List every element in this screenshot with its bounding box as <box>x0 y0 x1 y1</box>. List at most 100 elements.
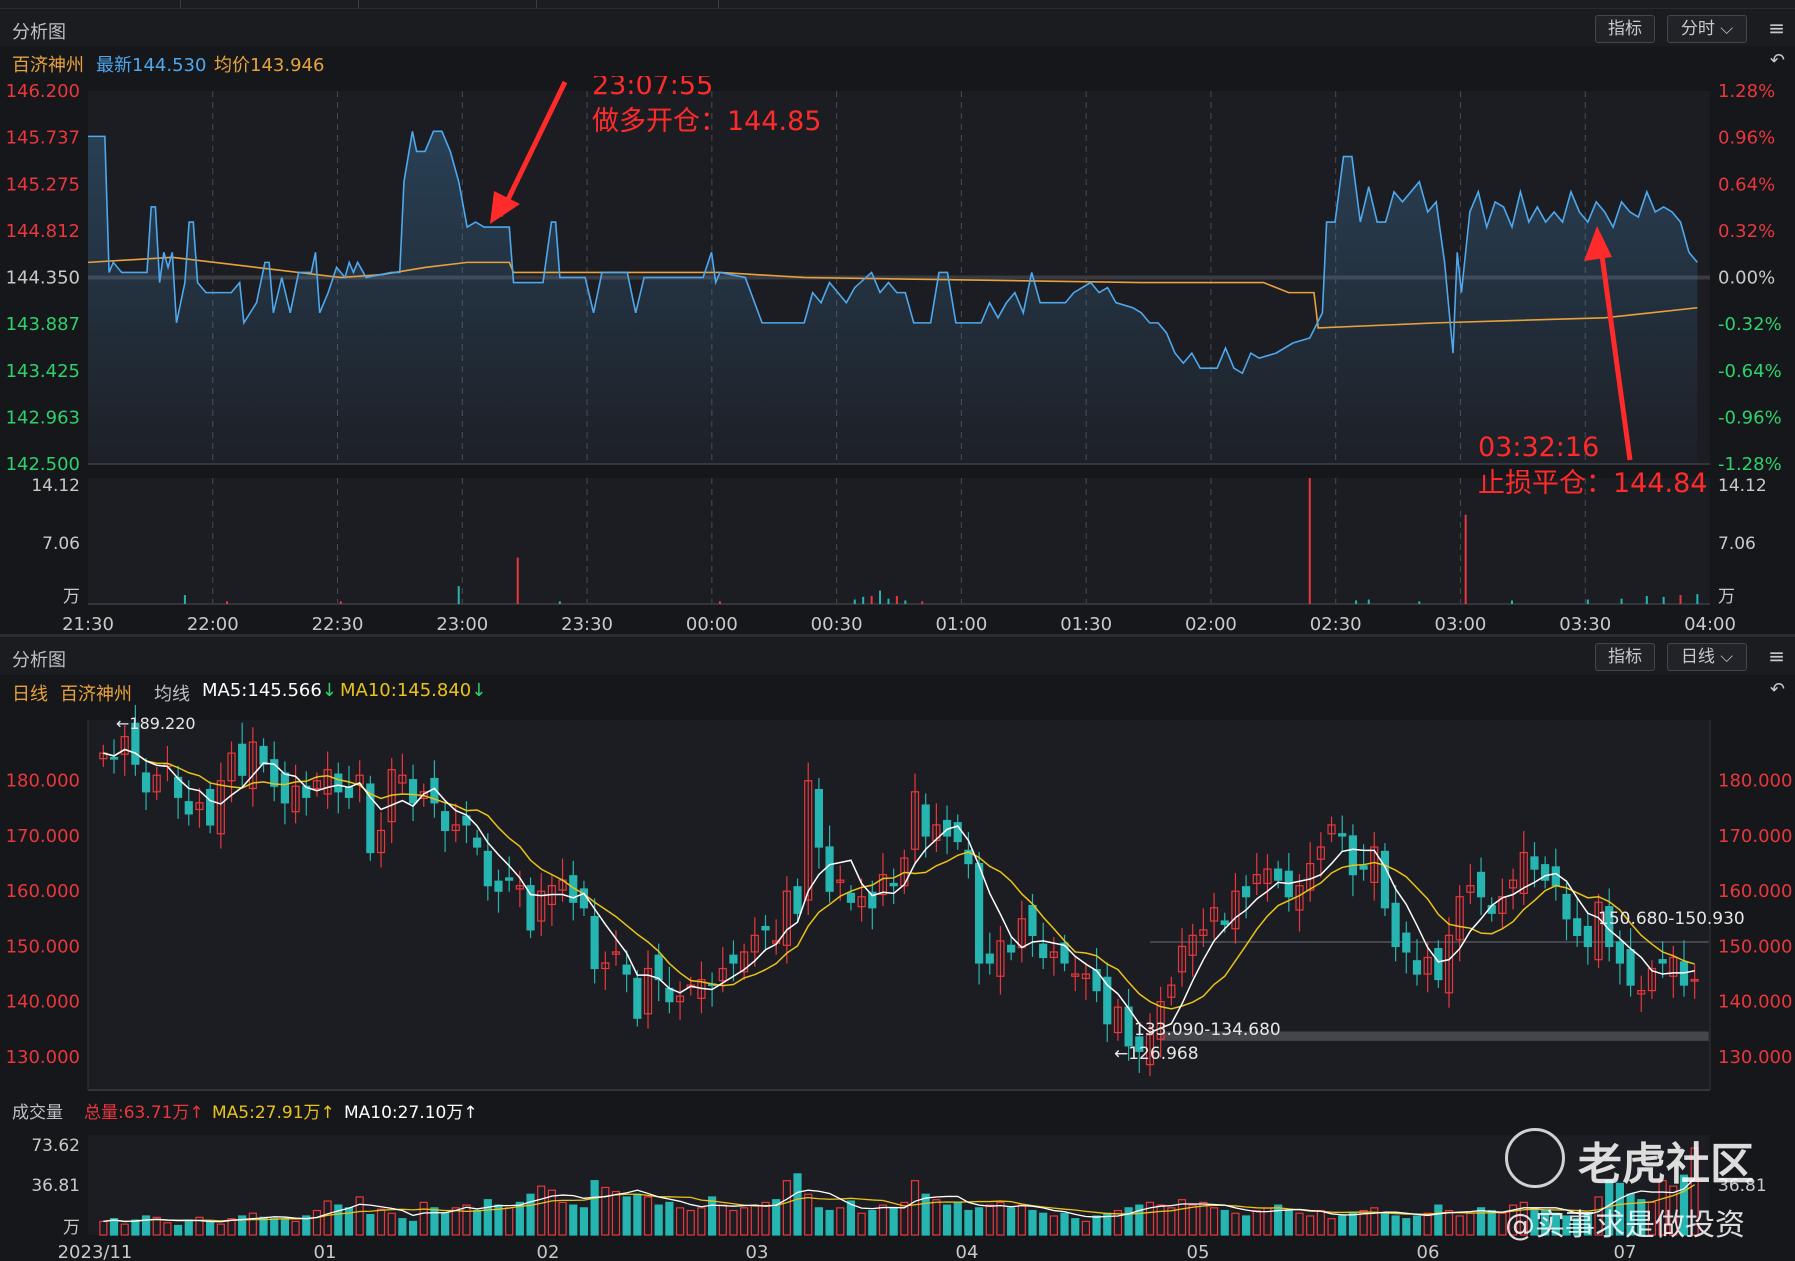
candle-body <box>1209 907 1219 922</box>
volume-bar <box>344 1207 354 1236</box>
volume-bar <box>355 1196 364 1236</box>
candle-body <box>1348 835 1358 876</box>
candle-body <box>750 934 759 953</box>
candle-body <box>1135 1036 1144 1052</box>
candle-body <box>462 815 471 826</box>
y-tick-label-pct: 0.32% <box>1718 221 1775 242</box>
reset-icon[interactable]: ↶ <box>1769 50 1785 71</box>
candle-body <box>953 822 962 843</box>
candle-body <box>1039 943 1048 959</box>
candle-body <box>643 967 653 1015</box>
volume-bar <box>569 1204 578 1236</box>
candle-body <box>932 824 941 841</box>
candle-body <box>996 940 1005 977</box>
volume-bar <box>334 1204 343 1236</box>
candle-body <box>1647 967 1657 992</box>
y-tick-label-pct: 0.00% <box>1718 268 1775 289</box>
x-tick-label: 02 <box>537 1242 560 1261</box>
y-tick-label: 180.000 <box>6 771 80 792</box>
volume-bar <box>1039 1212 1048 1236</box>
volume-bar <box>870 595 873 604</box>
volume-bar <box>910 1180 920 1236</box>
volume-bar <box>387 1212 396 1236</box>
candle-body <box>1637 989 1646 995</box>
tab-segment[interactable] <box>358 0 537 8</box>
vol-tick-label: 7.06 <box>42 534 80 554</box>
volume-bar <box>740 1207 749 1236</box>
indicator-button[interactable]: 指标 <box>1595 643 1655 671</box>
candle-body <box>1508 879 1518 889</box>
reset-icon[interactable]: ↶ <box>1769 679 1785 700</box>
volume-bar <box>622 1196 631 1236</box>
volume-bar <box>1199 1201 1208 1236</box>
y-tick-label: 142.500 <box>6 454 80 475</box>
volume-bar <box>782 1180 791 1236</box>
volume-bar <box>1455 1215 1464 1236</box>
candle-body <box>1626 949 1635 986</box>
volume-bar <box>226 601 229 604</box>
volume-bar <box>1594 1196 1603 1236</box>
candle-body <box>1370 846 1379 883</box>
volume-bar <box>633 1193 642 1236</box>
volume-bar <box>1444 1209 1454 1236</box>
candle-body <box>1220 920 1229 925</box>
vol-tick-label: 万 <box>1718 587 1735 607</box>
volume-bar <box>1418 601 1421 604</box>
menu-icon[interactable]: ≡ <box>1768 644 1785 668</box>
volume-bar <box>1028 1209 1037 1236</box>
volume-bar <box>441 1212 450 1236</box>
candle-body <box>515 885 524 890</box>
volume-bar <box>921 601 924 604</box>
volume-bar <box>430 1207 439 1236</box>
intraday-chart[interactable]: 146.200 1.28% 145.737 0.96% 145.275 0.64% 144.… <box>0 76 1795 634</box>
period-dropdown[interactable]: 日线 ⌵ <box>1667 643 1747 671</box>
vol-ma10-label: MA10:27.10万↑ <box>344 1103 478 1123</box>
candle-body <box>1327 824 1336 835</box>
price-area-fill <box>88 131 1698 464</box>
volume-bar <box>1510 600 1513 604</box>
tab-segment[interactable] <box>180 0 359 8</box>
volume-bar <box>1573 1218 1582 1236</box>
candle-body <box>248 741 257 790</box>
volume-bar <box>1113 1209 1123 1236</box>
candle-body <box>1530 856 1539 870</box>
volume-bar <box>1541 1209 1550 1236</box>
candle-body <box>611 951 621 955</box>
candle-body <box>1274 868 1283 881</box>
y-tick-label-pct: 0.96% <box>1718 128 1775 149</box>
volume-bar <box>1049 1215 1058 1236</box>
kline-chart[interactable]: 180.000 180.000 170.000 170.000 160.000 160.0… <box>0 705 1795 1261</box>
candle-body <box>1476 871 1486 898</box>
volume-bar <box>1690 1147 1699 1236</box>
volume-bar <box>1508 1204 1518 1236</box>
volume-bar <box>718 601 721 604</box>
volume-bar <box>879 590 882 604</box>
y-tick-label: 150.000 <box>1718 936 1792 957</box>
candle-body <box>1562 893 1571 920</box>
tab-segment[interactable] <box>536 0 719 8</box>
candle-body <box>1359 865 1368 870</box>
volume-bar <box>1583 1212 1592 1236</box>
period-dropdown[interactable]: 分时 ⌵ <box>1667 15 1747 43</box>
ma5-label: MA5:145.566↓ <box>202 680 337 701</box>
volume-bar <box>1380 1212 1390 1236</box>
volume-bar <box>184 1219 193 1236</box>
volume-bar <box>462 1204 471 1236</box>
volume-bar <box>547 1189 557 1236</box>
candle-body <box>120 735 129 755</box>
exit-time-annotation: 03:32:16 <box>1478 432 1599 463</box>
candle-body <box>675 995 685 1003</box>
candle-body <box>441 811 450 832</box>
indicator-button[interactable]: 指标 <box>1595 15 1655 43</box>
vol-tick-label: 14.12 <box>1718 476 1767 496</box>
candle-body <box>1551 866 1560 887</box>
vol-tick-label: 73.62 <box>31 1136 80 1156</box>
volume-bar <box>601 1186 610 1236</box>
menu-icon[interactable]: ≡ <box>1768 16 1785 40</box>
tab-segment[interactable] <box>0 0 181 8</box>
volume-bar <box>1498 1212 1507 1236</box>
panel-divider[interactable] <box>0 634 1795 637</box>
volume-bar <box>457 586 460 604</box>
candle-body <box>900 857 909 887</box>
volume-bar <box>904 600 907 604</box>
